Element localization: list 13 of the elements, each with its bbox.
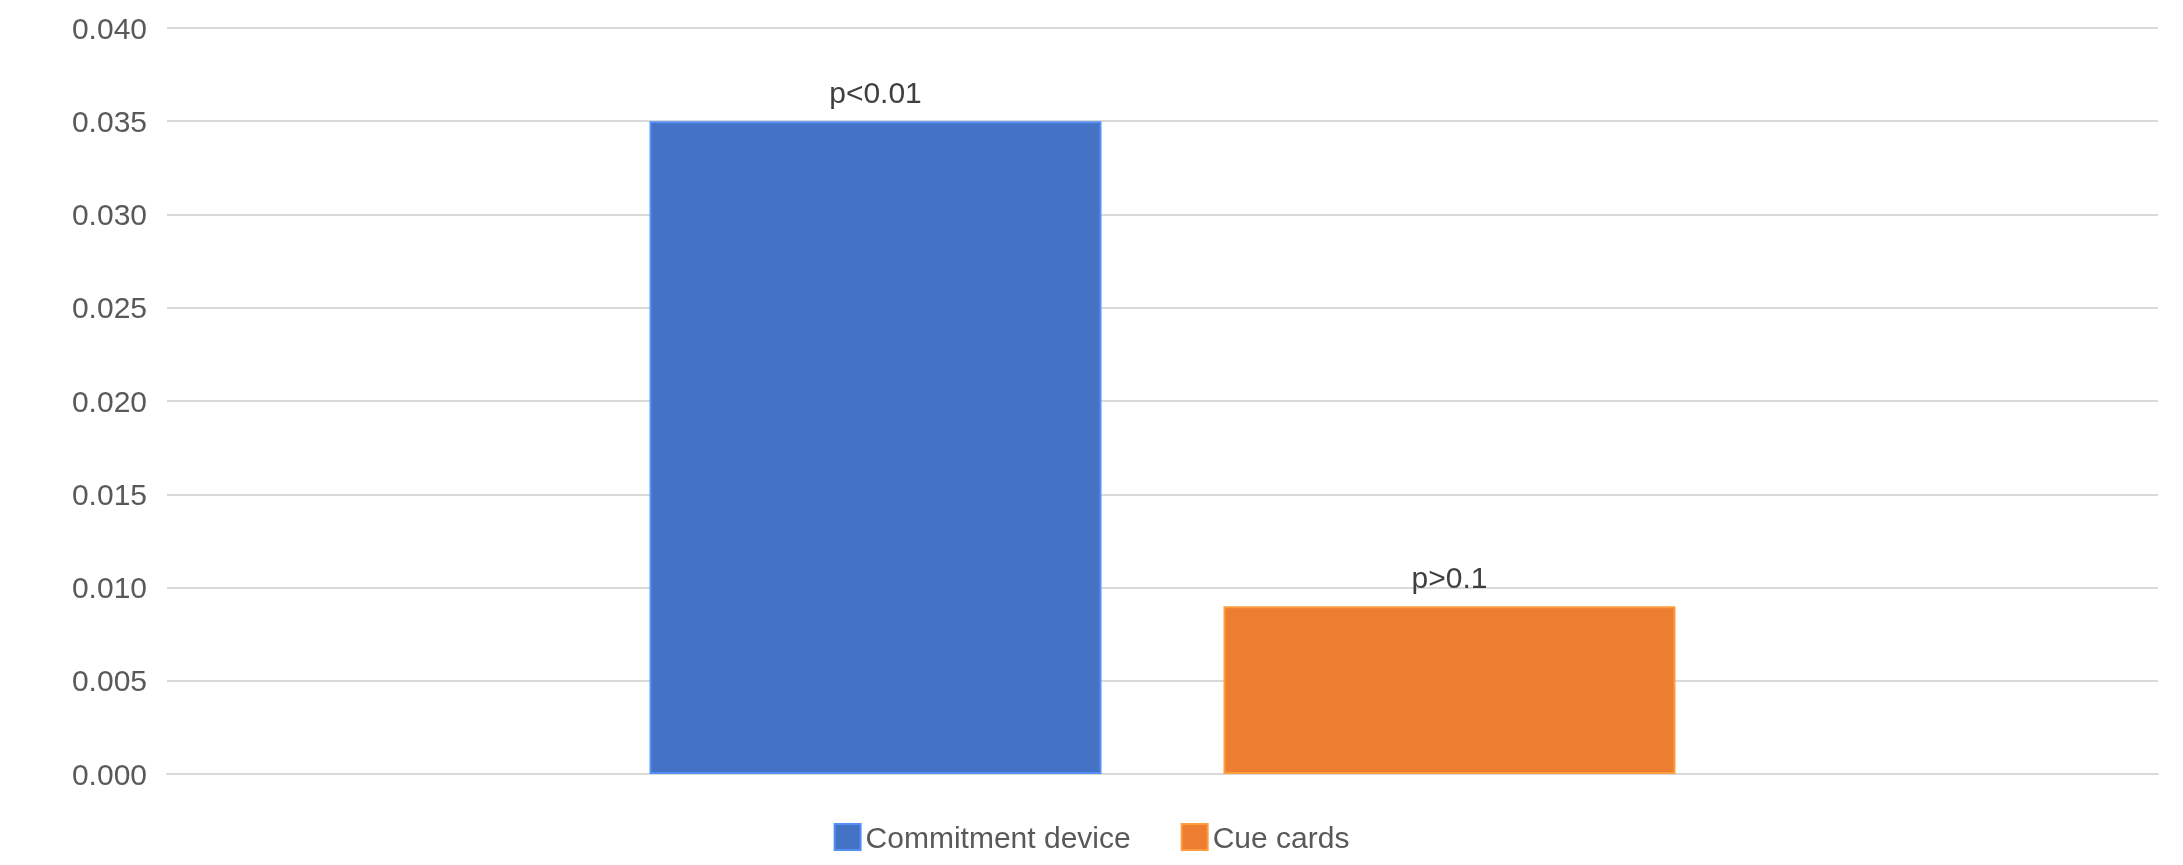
y-tick-label: 0.005 (71, 664, 147, 698)
y-tick-label: 0.000 (71, 757, 147, 791)
legend-label: Commitment device (865, 820, 1131, 854)
y-tick-label: 0.035 (71, 104, 147, 138)
y-tick-label: 0.030 (71, 198, 147, 231)
data-label: p<0.01 (829, 75, 922, 109)
y-tick-label: 0.010 (71, 571, 147, 604)
y-tick-label: 0.020 (71, 384, 147, 418)
y-tick-label: 0.040 (71, 11, 147, 45)
legend-label: Cue cards (1212, 820, 1350, 854)
y-tick-label: 0.015 (71, 477, 147, 511)
data-label: p>0.1 (1411, 560, 1488, 594)
y-tick-label: 0.025 (71, 291, 147, 325)
